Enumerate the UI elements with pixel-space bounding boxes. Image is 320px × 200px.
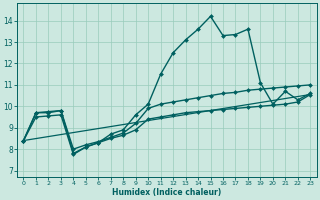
X-axis label: Humidex (Indice chaleur): Humidex (Indice chaleur) — [112, 188, 221, 197]
